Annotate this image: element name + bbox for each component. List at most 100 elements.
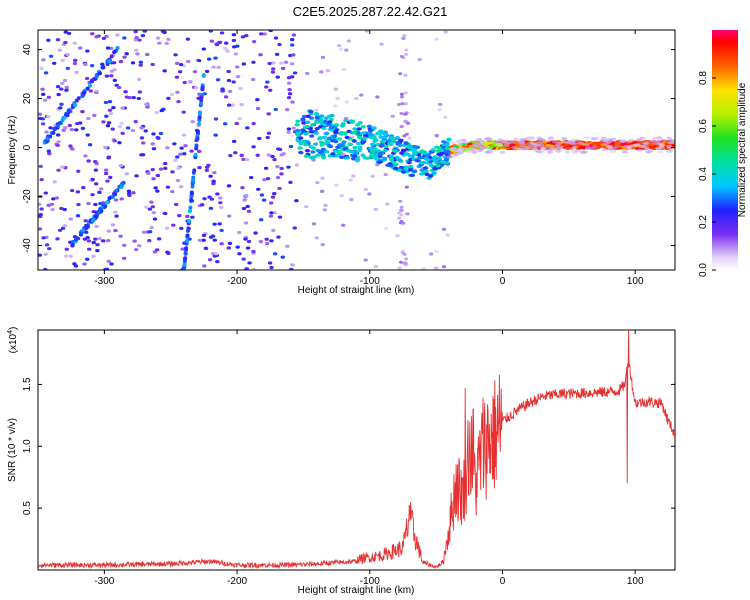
spectrogram-cell xyxy=(170,170,175,174)
spectrogram-halo-cell xyxy=(522,147,529,151)
spectrogram-streak-cell xyxy=(107,59,112,64)
spectrogram-cell xyxy=(43,267,48,270)
spectrogram-cell xyxy=(339,194,344,198)
spectrogram-streak-cell xyxy=(73,237,78,242)
spectrogram-cell xyxy=(244,267,250,270)
spectrogram-trace-cell xyxy=(316,137,323,141)
spectrogram-cell xyxy=(175,178,181,183)
spectrogram-trace-cell xyxy=(412,151,418,156)
spectrogram-cell xyxy=(443,30,448,34)
spectrogram-cell xyxy=(178,62,184,67)
spectrogram-trace-cell xyxy=(324,150,330,154)
spectrogram-cell xyxy=(265,177,271,181)
spectrogram-cell xyxy=(92,113,97,117)
spectrogram-halo-cell xyxy=(584,146,591,150)
spectrogram-cell xyxy=(121,256,127,260)
spectrogram-cell xyxy=(233,52,239,56)
spectrogram-cell xyxy=(140,153,146,157)
spectrogram-cell xyxy=(294,199,299,203)
spectrogram-cell xyxy=(280,66,286,71)
spectrogram-halo-cell xyxy=(634,143,641,147)
spectrogram-cell xyxy=(86,239,92,243)
spectrogram-cell xyxy=(203,246,209,251)
spectrogram-cell xyxy=(104,34,109,38)
spectrogram-trace-cell xyxy=(432,167,438,171)
spectrogram-halo-cell xyxy=(642,141,649,145)
spectrogram-cell xyxy=(441,227,447,231)
spectrogram-cell xyxy=(109,69,114,73)
spectrogram-trace-cell xyxy=(337,151,343,155)
spectrogram-streak-cell xyxy=(182,263,187,268)
spectrogram-cell xyxy=(400,102,405,106)
spectrogram-cell xyxy=(272,157,277,162)
spectrogram-trace-cell xyxy=(389,157,395,162)
spectrogram-cell xyxy=(201,233,207,237)
spectrogram-trace-cell xyxy=(362,136,368,141)
spectrogram-cell xyxy=(134,48,139,52)
spectrogram-trace-cell xyxy=(333,139,339,144)
spectrogram-cell xyxy=(403,112,408,116)
spectrogram-cell xyxy=(87,247,92,251)
spectrogram-trace-cell xyxy=(393,162,399,166)
spectrogram-halo-cell xyxy=(449,140,456,144)
spectrogram-cell xyxy=(334,183,339,187)
spectrogram-cell xyxy=(41,236,46,240)
spectrogram-cell xyxy=(403,52,409,56)
spectrogram-streak-cell xyxy=(187,219,192,224)
spectrogram-cell xyxy=(50,207,55,212)
spectrogram-cell xyxy=(325,69,331,73)
spectrogram-halo-cell xyxy=(582,150,589,154)
spectrogram-cell xyxy=(41,58,46,62)
colorbar-tick-label: 0.4 xyxy=(698,167,709,181)
x-tick-label: -100 xyxy=(360,576,380,587)
spectrogram-cell xyxy=(379,42,384,46)
spectrogram-trace-cell xyxy=(379,130,385,135)
colorbar-ticks: 0.0 0.2 0.4 0.6 0.8 xyxy=(698,71,716,277)
spectrogram-cell xyxy=(122,55,127,59)
spectrogram-halo-cell xyxy=(666,150,673,154)
spectrogram-trace-cell xyxy=(309,155,315,160)
spectrogram-cell xyxy=(319,70,324,74)
spectrogram-halo-cell xyxy=(499,150,506,154)
spectrogram-cell xyxy=(283,60,289,64)
spectrogram-trace-cell xyxy=(388,154,394,158)
colorbar-tick-label: 0.0 xyxy=(698,263,709,277)
spectrogram-cell xyxy=(145,52,150,57)
spectrogram-cell xyxy=(186,59,191,64)
spectrogram-cell xyxy=(68,254,74,258)
spectrogram-cell xyxy=(90,193,95,197)
spectrogram-trace-cell xyxy=(302,142,309,147)
spectrogram-cell xyxy=(131,191,136,195)
spectrogram-halo-cell xyxy=(486,147,493,151)
spectrogram-cell xyxy=(135,52,140,56)
spectrogram-cell xyxy=(259,193,265,197)
spectrogram-cell xyxy=(218,196,223,200)
spectrogram-trace-cell xyxy=(409,173,416,177)
spectrogram-cell xyxy=(244,157,250,162)
spectrogram-cell xyxy=(197,149,202,153)
spectrogram-trace-cell xyxy=(329,113,335,118)
spectrogram-cell xyxy=(315,180,320,185)
spectrogram-cell xyxy=(441,265,447,269)
spectrogram-cell xyxy=(235,245,240,249)
spectrogram-cell xyxy=(237,117,242,121)
spectrogram-streak-cell xyxy=(183,251,188,256)
spectrogram-trace-cell xyxy=(336,143,343,147)
spectrogram-trace-cell xyxy=(403,141,409,146)
spectrogram-streak-cell xyxy=(193,152,198,157)
spectrogram-cell xyxy=(251,267,257,270)
colorbar-gradient xyxy=(712,30,738,270)
spectrogram-cell xyxy=(210,234,216,238)
spectrogram-cell xyxy=(174,61,180,65)
spectrogram-cell xyxy=(332,104,338,108)
spectrogram-cell xyxy=(373,207,378,211)
spectrogram-cell xyxy=(109,262,114,266)
spectrogram-cell xyxy=(212,171,217,175)
spectrogram-cell xyxy=(80,126,86,130)
spectrogram-cell xyxy=(288,144,294,149)
spectrogram-cell xyxy=(177,70,183,74)
spectrogram-cell xyxy=(179,146,184,150)
spectrogram-trace-cell xyxy=(328,125,335,130)
spectrogram-streak-cell xyxy=(188,205,193,210)
spectrogram-cell xyxy=(55,85,61,89)
